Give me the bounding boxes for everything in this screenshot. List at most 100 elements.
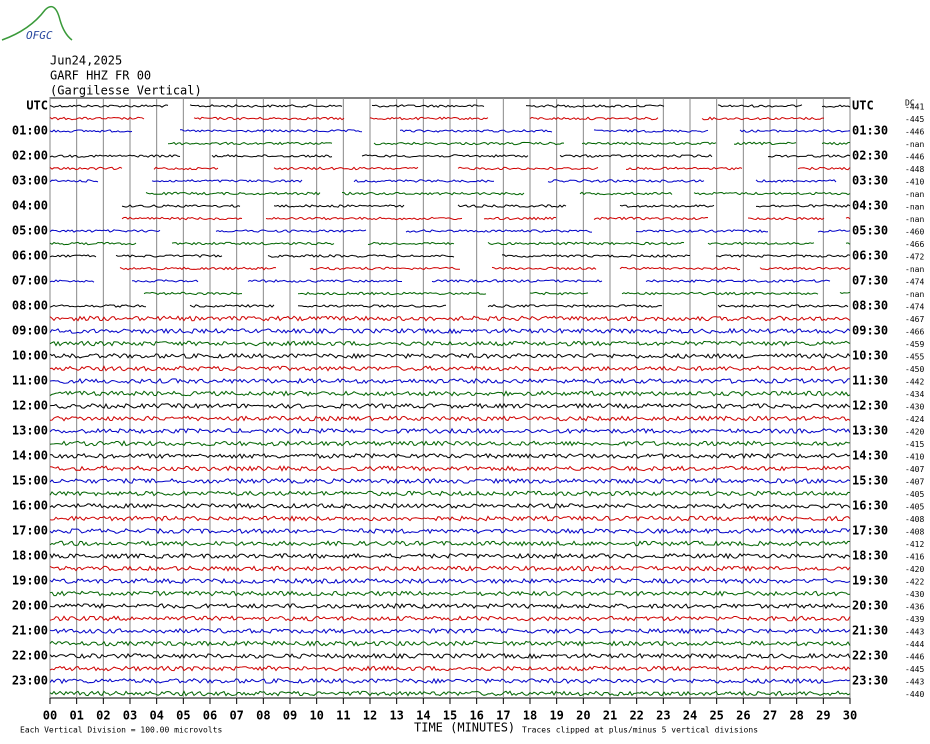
dc-offset: -472 <box>905 253 924 262</box>
dc-offset: -443 <box>905 678 924 687</box>
half-hour-label: 02:30 <box>852 149 888 163</box>
x-tick-label: 03 <box>123 709 137 723</box>
clip-note: Traces clipped at plus/minus 5 vertical … <box>522 726 758 735</box>
seismic-trace <box>49 615 851 622</box>
dc-offset: -405 <box>905 490 924 499</box>
dc-offset: -nan <box>905 290 924 299</box>
seismic-trace <box>49 154 851 158</box>
dc-offset: -440 <box>905 690 924 699</box>
x-tick-label: 05 <box>176 709 190 723</box>
hour-label: 15:00 <box>12 474 48 488</box>
x-tick-label: 12 <box>363 709 377 723</box>
seismic-trace <box>49 315 851 322</box>
half-hour-label: 15:30 <box>852 474 888 488</box>
seismic-trace <box>119 266 851 271</box>
x-tick-label: 08 <box>256 709 270 723</box>
hour-label: 10:00 <box>12 349 48 363</box>
half-hour-label: 07:30 <box>852 274 888 288</box>
x-tick-label: 29 <box>816 709 830 723</box>
dc-offset: -443 <box>905 628 924 637</box>
x-tick-label: 26 <box>736 709 750 723</box>
half-hour-label: 14:30 <box>852 449 888 463</box>
seismic-trace <box>49 104 851 108</box>
half-hour-label: 03:30 <box>852 174 888 188</box>
dc-offset: -424 <box>905 415 924 424</box>
hour-label: 11:00 <box>12 374 48 388</box>
seismic-trace <box>49 415 851 422</box>
logo-shape <box>1 5 73 41</box>
half-hour-label: 18:30 <box>852 549 888 563</box>
x-tick-label: 18 <box>523 709 537 723</box>
seismic-trace <box>49 465 851 472</box>
dc-offset: -474 <box>905 303 924 312</box>
half-hour-label: 19:30 <box>852 574 888 588</box>
half-hour-label: 12:30 <box>852 399 888 413</box>
dc-offset: -434 <box>905 390 924 399</box>
x-tick-label: 22 <box>629 709 643 723</box>
seismic-trace <box>49 241 851 246</box>
dc-offset: -422 <box>905 578 924 587</box>
seismic-trace <box>49 502 851 510</box>
hour-label: 18:00 <box>12 549 48 563</box>
half-hour-label: 05:30 <box>852 224 888 238</box>
seismic-trace <box>121 204 851 208</box>
seismic-trace <box>49 440 851 447</box>
x-tick-label: 07 <box>229 709 243 723</box>
x-tick-label: 09 <box>283 709 297 723</box>
dc-offset: -459 <box>905 340 924 349</box>
x-tick-label: 27 <box>763 709 777 723</box>
seismic-trace <box>49 340 851 347</box>
logo: OFGC <box>26 29 53 42</box>
seismic-trace <box>49 490 851 497</box>
dc-offset: -420 <box>905 565 924 574</box>
seismic-trace <box>49 477 851 485</box>
seismic-trace <box>121 216 851 221</box>
dc-offset: -408 <box>905 528 924 537</box>
seismic-trace <box>167 141 851 146</box>
hour-label: 04:00 <box>12 199 48 213</box>
hour-label: 02:00 <box>12 149 48 163</box>
seismic-trace <box>49 552 851 560</box>
seismic-trace <box>49 665 851 672</box>
dc-offset: -408 <box>905 515 924 524</box>
half-hour-label: 04:30 <box>852 199 888 213</box>
dc-offset: -410 <box>905 178 924 187</box>
half-hour-label: 16:30 <box>852 499 888 513</box>
seismic-trace <box>49 304 849 308</box>
hour-label: 07:00 <box>12 274 48 288</box>
hour-label: 05:00 <box>12 224 48 238</box>
seismic-trace <box>49 116 824 121</box>
x-tick-label: 28 <box>789 709 803 723</box>
seismic-trace <box>49 427 851 435</box>
x-tick-label: 06 <box>203 709 217 723</box>
seismic-trace <box>145 191 851 196</box>
dc-offset: -430 <box>905 403 924 412</box>
dc-offset: -nan <box>905 190 924 199</box>
x-tick-label: 17 <box>496 709 510 723</box>
hour-label: 06:00 <box>12 249 48 263</box>
dc-offset: -nan <box>905 265 924 274</box>
date: Jun24,2025 <box>50 54 122 68</box>
x-tick-label: 15 <box>443 709 457 723</box>
seismic-trace <box>49 577 851 585</box>
dc-offset: -455 <box>905 353 924 362</box>
seismic-trace <box>49 690 851 697</box>
seismic-trace <box>49 229 851 233</box>
x-tick-label: 20 <box>576 709 590 723</box>
seismic-trace <box>49 166 851 171</box>
dc-offset: -439 <box>905 615 924 624</box>
scale-note: Each Vertical Division = 100.00 microvol… <box>20 726 222 735</box>
hour-label: 01:00 <box>12 124 48 138</box>
hour-label: 17:00 <box>12 524 48 538</box>
dc-offset: -466 <box>905 240 924 249</box>
seismic-trace <box>49 365 850 372</box>
dc-offset: -420 <box>905 428 924 437</box>
x-tick-label: 30 <box>843 709 857 723</box>
x-tick-label: 04 <box>149 709 163 723</box>
hour-label: 19:00 <box>12 574 48 588</box>
hour-label: 20:00 <box>12 599 48 613</box>
dc-offset: -415 <box>905 440 924 449</box>
half-hour-label: 21:30 <box>852 624 888 638</box>
x-axis-label: TIME (MINUTES) <box>414 721 515 735</box>
